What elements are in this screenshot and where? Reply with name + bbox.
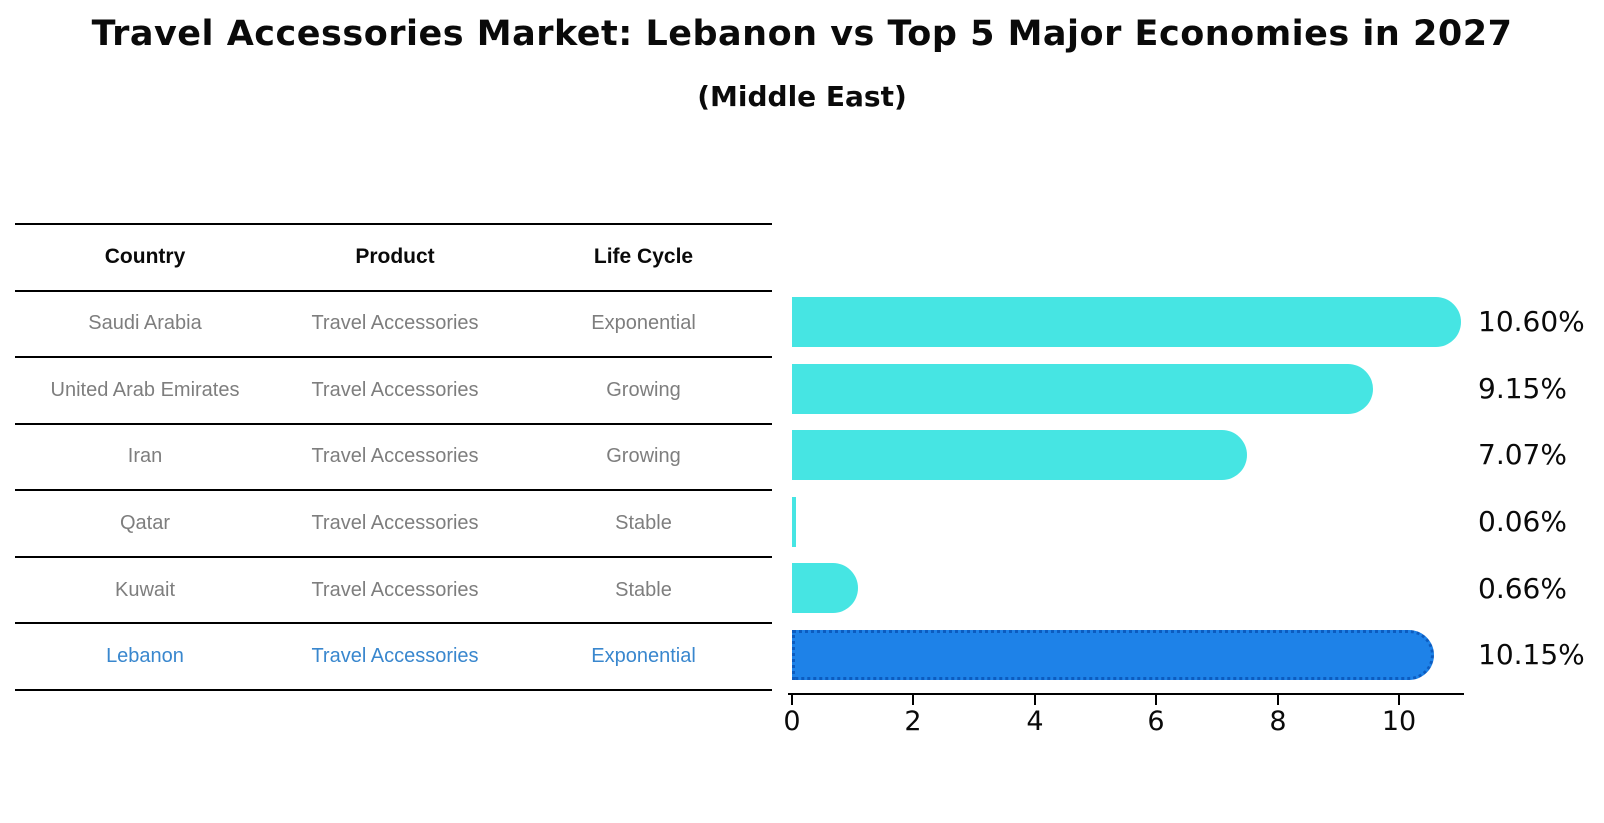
table-row-kuwait: Kuwait Travel Accessories Stable <box>15 555 772 623</box>
cell-product: Travel Accessories <box>311 378 479 401</box>
table-row-saudi-arabia: Saudi Arabia Travel Accessories Exponent… <box>15 289 772 357</box>
table-header-row: Country Product Life Cycle <box>15 223 772 290</box>
cell-product: Travel Accessories <box>311 645 479 668</box>
x-axis-tick <box>1398 695 1400 705</box>
x-axis-tick <box>912 695 914 705</box>
cell-country: Saudi Arabia <box>88 312 202 335</box>
bar-value-label: 9.15% <box>1478 372 1567 405</box>
cell-life-cycle: Exponential <box>591 312 696 335</box>
chart-subtitle: (Middle East) <box>697 80 907 113</box>
table-row-iran: Iran Travel Accessories Growing <box>15 422 772 490</box>
x-axis-tick <box>791 695 793 705</box>
bar-kuwait <box>792 563 858 613</box>
header-cell-life-cycle: Life Cycle <box>593 245 694 269</box>
table-row-uae: United Arab Emirates Travel Accessories … <box>15 356 772 423</box>
header-cell-product: Product <box>355 245 435 269</box>
x-axis-line <box>788 693 1464 695</box>
cell-product: Travel Accessories <box>311 445 479 468</box>
cell-life-cycle: Exponential <box>591 645 696 668</box>
x-axis-tick <box>1034 695 1036 705</box>
cell-life-cycle: Growing <box>606 445 681 468</box>
chart-title: Travel Accessories Market: Lebanon vs To… <box>91 14 1513 54</box>
bar-lebanon <box>792 630 1434 680</box>
x-axis-tick-label: 2 <box>904 706 922 737</box>
bar-qatar <box>792 497 796 547</box>
x-axis-tick-label: 8 <box>1269 706 1287 737</box>
x-axis-tick-label: 0 <box>783 706 801 737</box>
cell-country: United Arab Emirates <box>50 378 240 401</box>
cell-life-cycle: Stable <box>615 512 672 535</box>
cell-life-cycle: Stable <box>615 578 672 601</box>
cell-life-cycle: Growing <box>606 378 681 401</box>
table-row-qatar: Qatar Travel Accessories Stable <box>15 489 772 556</box>
bar-value-label: 0.66% <box>1478 572 1567 605</box>
cell-country: Iran <box>127 445 163 468</box>
bar-value-label: 10.60% <box>1478 305 1585 338</box>
bar-saudi-arabia <box>792 297 1461 347</box>
data-table: Country Product Life Cycle Saudi Arabia … <box>15 223 772 691</box>
x-axis-tick-label: 4 <box>1026 706 1044 737</box>
cell-product: Travel Accessories <box>311 578 479 601</box>
bar-value-label: 10.15% <box>1478 638 1585 671</box>
cell-country: Qatar <box>119 512 171 535</box>
cell-country: Kuwait <box>114 578 176 601</box>
bar-iran <box>792 430 1247 480</box>
bar-value-label: 0.06% <box>1478 505 1567 538</box>
x-axis-tick <box>1277 695 1279 705</box>
cell-product: Travel Accessories <box>311 312 479 335</box>
table-row-lebanon: Lebanon Travel Accessories Exponential <box>15 622 772 689</box>
header-cell-country: Country <box>104 245 186 269</box>
cell-country: Lebanon <box>106 645 184 668</box>
x-axis-tick-label: 6 <box>1147 706 1165 737</box>
x-axis-tick <box>1155 695 1157 705</box>
bar-value-label: 7.07% <box>1478 438 1567 471</box>
bar-united-arab-emirates <box>792 364 1373 414</box>
cell-product: Travel Accessories <box>311 512 479 535</box>
x-axis-tick-label: 10 <box>1381 706 1417 737</box>
